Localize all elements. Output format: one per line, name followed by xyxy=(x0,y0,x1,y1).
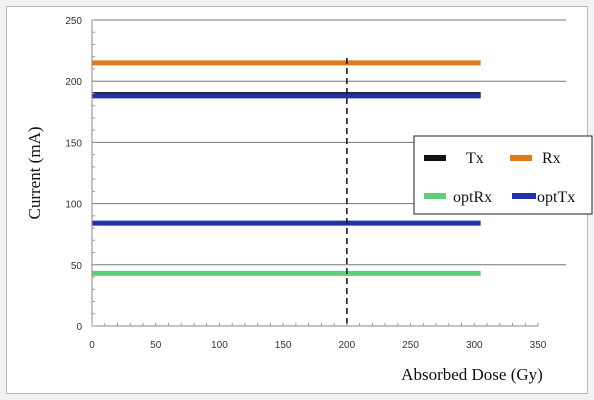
x-tick-label: 0 xyxy=(89,340,95,351)
x-tick-label: 200 xyxy=(339,340,356,351)
x-tick-label: 150 xyxy=(275,340,292,351)
y-tick-label: 150 xyxy=(65,138,82,149)
legend-swatch-rx xyxy=(510,155,532,161)
y-tick-label: 50 xyxy=(71,261,83,272)
x-axis-title: Absorbed Dose (Gy) xyxy=(401,365,543,384)
y-tick-label: 250 xyxy=(65,16,82,27)
x-tick-label: 50 xyxy=(150,340,162,351)
legend-label-opttx: optTx xyxy=(537,189,575,206)
legend-label-optrx: optRx xyxy=(453,189,492,206)
legend-label-tx: Tx xyxy=(466,150,484,167)
y-tick-label: 0 xyxy=(76,322,82,333)
x-tick-label: 250 xyxy=(402,340,419,351)
x-tick-label: 100 xyxy=(211,340,228,351)
legend-label-rx: Rx xyxy=(542,150,561,167)
y-tick-label: 200 xyxy=(65,77,82,88)
x-tick-label: 300 xyxy=(466,340,483,351)
legend-swatch-tx xyxy=(424,155,446,161)
legend: Tx Rx optRx optTx xyxy=(414,136,592,214)
y-axis-title: Current (mA) xyxy=(25,126,44,219)
x-tick-label: 350 xyxy=(530,340,547,351)
y-tick-label: 100 xyxy=(65,200,82,211)
legend-swatch-opttx xyxy=(512,193,536,199)
legend-swatch-optrx xyxy=(424,193,446,199)
